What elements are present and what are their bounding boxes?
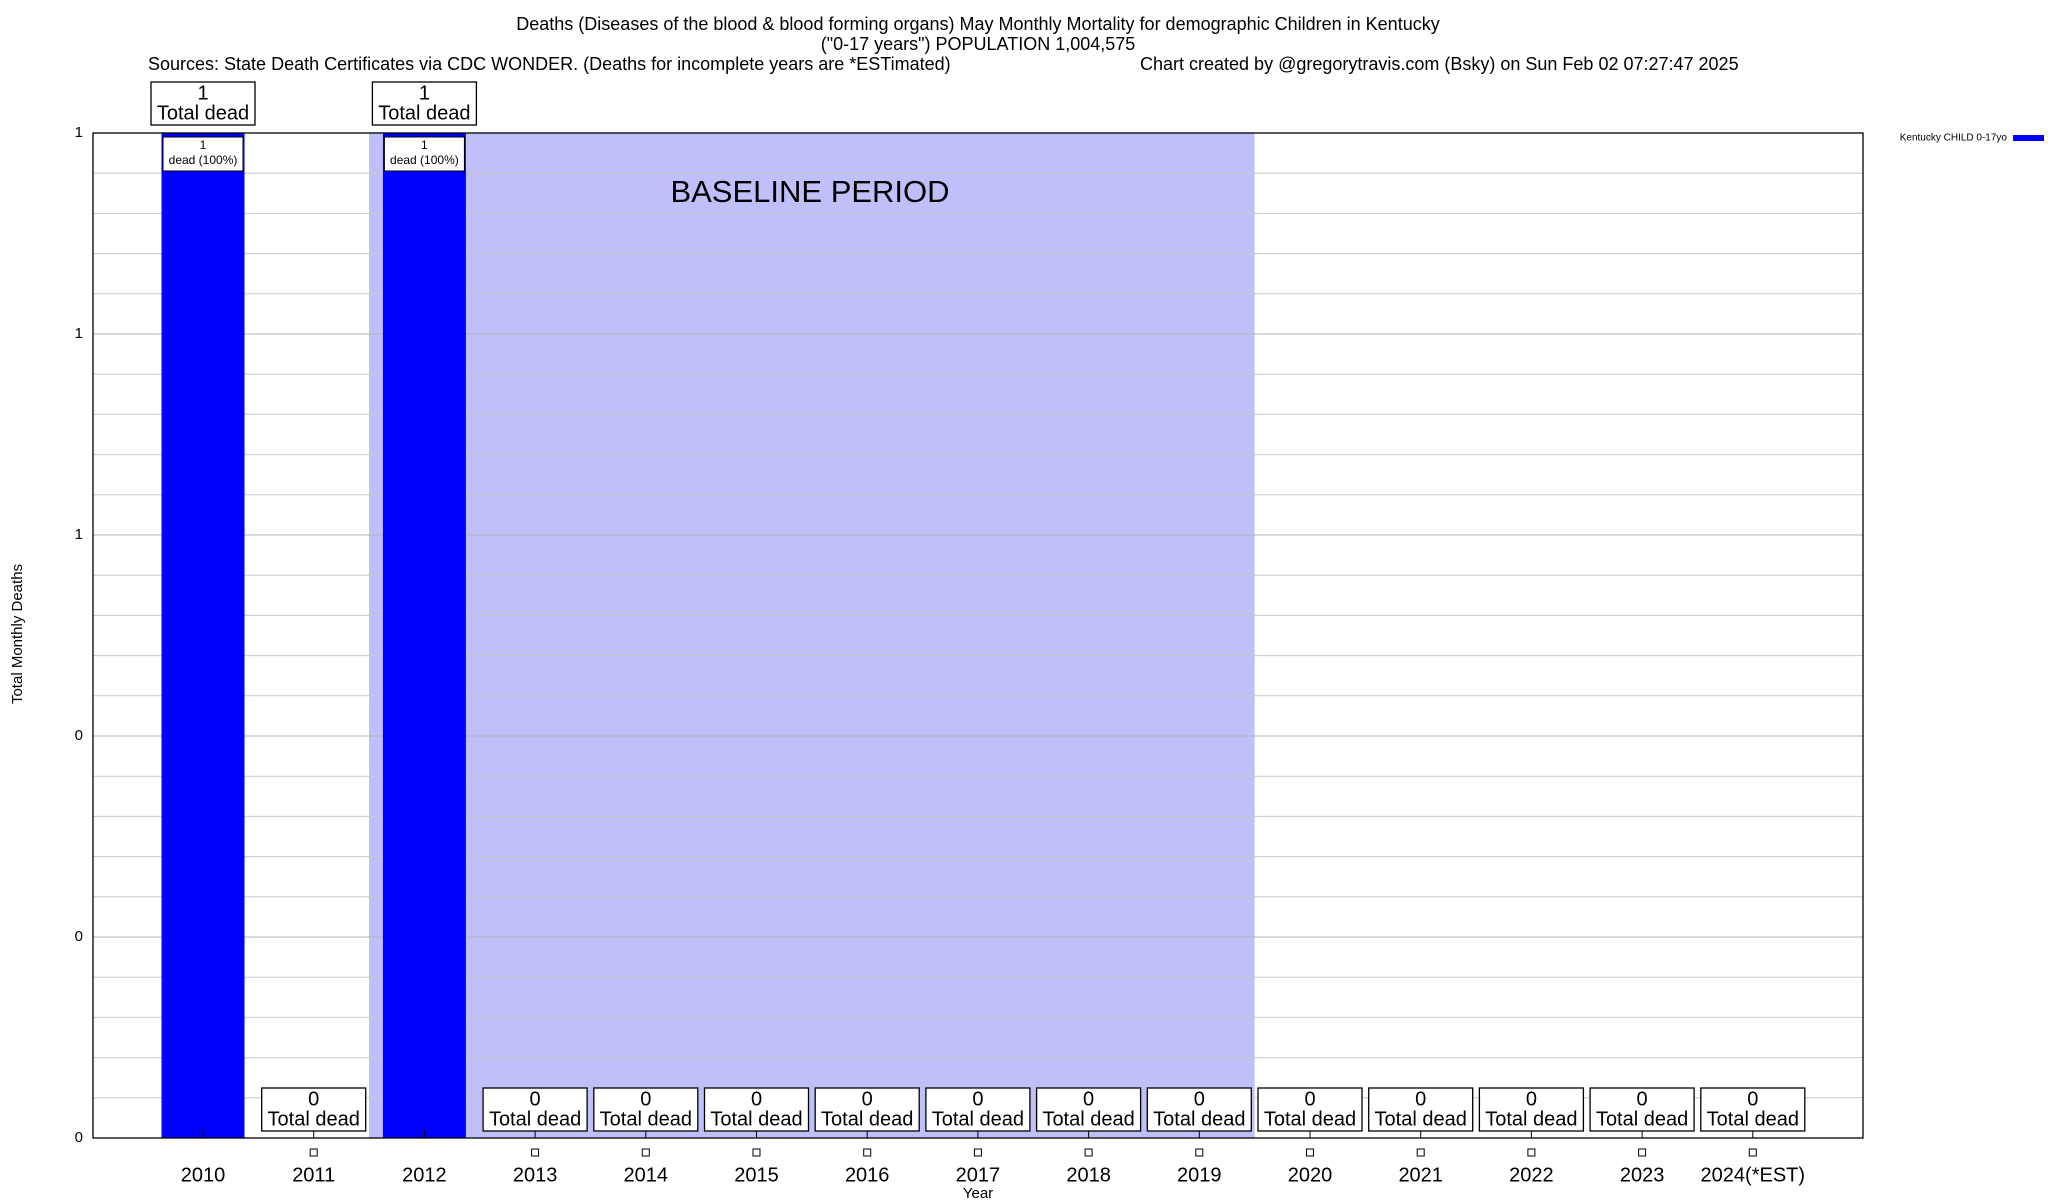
total-label-box — [482, 1087, 588, 1132]
chart-title: Deaths (Diseases of the blood & blood fo… — [516, 14, 1439, 34]
total-label-value: 1 — [197, 82, 208, 104]
zero-marker — [752, 1148, 761, 1157]
zero-marker — [863, 1148, 872, 1157]
share-label-box — [162, 136, 244, 172]
total-label-box — [814, 1087, 920, 1132]
total-label-box — [593, 1087, 699, 1132]
zero-marker — [309, 1148, 318, 1157]
total-label-text: Total dead — [821, 1108, 913, 1130]
total-label-text: Total dead — [268, 1108, 360, 1130]
zero-marker — [1416, 1148, 1425, 1157]
baseline-shading — [369, 133, 1255, 1138]
x-axis-label: Year — [963, 1185, 993, 1200]
total-label-box — [261, 1087, 367, 1132]
total-label-value: 0 — [308, 1088, 319, 1110]
total-label-value: 1 — [419, 82, 430, 104]
x-tick-label: 2012 — [402, 1164, 447, 1186]
total-label-value: 0 — [862, 1088, 873, 1110]
zero-marker — [641, 1148, 650, 1157]
total-label-value: 0 — [1415, 1088, 1426, 1110]
legend-label: Kentucky CHILD 0-17yo — [1900, 133, 2008, 144]
total-label-box — [1368, 1087, 1474, 1132]
total-label-text: Total dead — [932, 1108, 1024, 1130]
total-label-text: Total dead — [1485, 1108, 1577, 1130]
y-axis-label: Total Monthly Deaths — [9, 564, 26, 704]
total-label-text: Total dead — [378, 102, 470, 124]
chart-subtitle: ("0-17 years") POPULATION 1,004,575 — [821, 34, 1136, 54]
total-label-text: Total dead — [157, 102, 249, 124]
total-label-box — [1257, 1087, 1363, 1132]
zero-marker — [531, 1148, 540, 1157]
share-label-text: dead (100%) — [390, 153, 459, 167]
total-label-box — [150, 81, 256, 126]
legend-swatch — [2013, 135, 2044, 141]
x-tick-label: 2014 — [624, 1164, 669, 1186]
y-tick-label: 0 — [75, 928, 83, 945]
share-label-box — [383, 136, 465, 172]
x-tick-label: 2018 — [1066, 1164, 1111, 1186]
total-label-text: Total dead — [1707, 1108, 1799, 1130]
x-tick-label: 2020 — [1288, 1164, 1333, 1186]
zero-marker — [1748, 1148, 1757, 1157]
credit-note: Chart created by @gregorytravis.com (Bsk… — [1140, 54, 1739, 74]
total-label-value: 0 — [1637, 1088, 1648, 1110]
total-label-value: 0 — [1083, 1088, 1094, 1110]
x-tick-label: 2017 — [956, 1164, 1001, 1186]
total-label-value: 0 — [530, 1088, 541, 1110]
total-label-text: Total dead — [1264, 1108, 1356, 1130]
total-label-box — [1589, 1087, 1695, 1132]
total-label-text: Total dead — [710, 1108, 802, 1130]
x-tick-label: 2021 — [1398, 1164, 1443, 1186]
total-label-value: 0 — [1526, 1088, 1537, 1110]
zero-marker — [1527, 1148, 1536, 1157]
total-label-value: 0 — [640, 1088, 651, 1110]
bar — [382, 133, 466, 1138]
total-label-box — [925, 1087, 1031, 1132]
zero-marker — [1084, 1148, 1093, 1157]
total-label-text: Total dead — [1596, 1108, 1688, 1130]
y-tick-label: 1 — [75, 526, 83, 543]
total-label-box — [703, 1087, 810, 1132]
source-note: Sources: State Death Certificates via CD… — [148, 54, 951, 74]
total-label-box — [1035, 1087, 1142, 1132]
share-label-value: 1 — [421, 138, 428, 152]
zero-marker — [1638, 1148, 1647, 1157]
x-tick-label: 2019 — [1177, 1164, 1222, 1186]
x-tick-label: 2015 — [734, 1164, 779, 1186]
x-tick-label: 2024(*EST) — [1701, 1164, 1806, 1186]
total-label-value: 0 — [1747, 1088, 1758, 1110]
zero-marker — [973, 1148, 982, 1157]
x-tick-label: 2013 — [513, 1164, 558, 1186]
baseline-label: BASELINE PERIOD — [670, 174, 949, 209]
zero-marker — [1195, 1148, 1204, 1157]
x-tick-label: 2016 — [845, 1164, 890, 1186]
x-tick-label: 2010 — [181, 1164, 226, 1186]
y-tick-label: 0 — [75, 1129, 83, 1146]
total-label-text: Total dead — [1042, 1108, 1134, 1130]
total-label-box — [371, 81, 478, 126]
total-label-text: Total dead — [489, 1108, 581, 1130]
total-label-text: Total dead — [1153, 1108, 1245, 1130]
total-label-value: 0 — [1304, 1088, 1315, 1110]
total-label-value: 0 — [751, 1088, 762, 1110]
total-label-box — [1478, 1087, 1585, 1132]
y-tick-label: 0 — [75, 727, 83, 744]
total-label-text: Total dead — [1375, 1108, 1467, 1130]
plot-frame — [92, 132, 1864, 1139]
x-tick-label: 2022 — [1509, 1164, 1554, 1186]
bar — [161, 133, 245, 1138]
share-label-value: 1 — [200, 138, 207, 152]
x-tick-label: 2023 — [1620, 1164, 1665, 1186]
total-label-box — [1146, 1087, 1252, 1132]
share-label-text: dead (100%) — [169, 153, 238, 167]
total-label-box — [1700, 1087, 1806, 1132]
total-label-text: Total dead — [600, 1108, 692, 1130]
y-tick-label: 1 — [75, 325, 83, 342]
x-tick-label: 2011 — [292, 1164, 335, 1186]
zero-marker — [1306, 1148, 1314, 1157]
y-tick-label: 1 — [75, 124, 83, 141]
total-label-value: 0 — [972, 1088, 983, 1110]
total-label-value: 0 — [1194, 1088, 1205, 1110]
